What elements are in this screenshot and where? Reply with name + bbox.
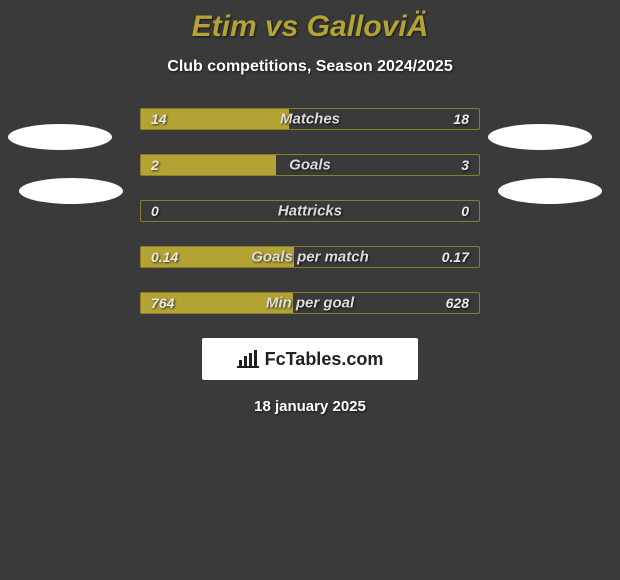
stat-value-left: 0: [151, 203, 159, 219]
placeholder-ellipse: [8, 124, 112, 150]
stat-row: Goals 2 3: [140, 154, 480, 176]
stat-label: Hattricks: [278, 203, 342, 220]
header: Etim vs GalloviÄ Club competitions, Seas…: [0, 0, 620, 76]
stat-value-left: 764: [151, 295, 174, 311]
stat-label: Goals: [289, 157, 331, 174]
bar-chart-icon: [237, 350, 259, 368]
stat-label: Min per goal: [266, 295, 354, 312]
stat-value-right: 3: [461, 157, 469, 173]
stat-row: Matches 14 18: [140, 108, 480, 130]
stat-row: Hattricks 0 0: [140, 200, 480, 222]
stat-value-left: 0.14: [151, 249, 178, 265]
stat-value-left: 14: [151, 111, 167, 127]
stat-value-right: 0.17: [442, 249, 469, 265]
stat-bar-left: [141, 155, 276, 175]
brand-text: FcTables.com: [265, 349, 384, 370]
placeholder-ellipse: [488, 124, 592, 150]
page-subtitle: Club competitions, Season 2024/2025: [0, 58, 620, 76]
stat-label: Matches: [280, 111, 340, 128]
brand-label: FcTables.com: [237, 349, 384, 370]
footer-date: 18 january 2025: [0, 398, 620, 415]
stat-row: Min per goal 764 628: [140, 292, 480, 314]
stat-value-right: 628: [446, 295, 469, 311]
stat-value-left: 2: [151, 157, 159, 173]
stat-row: Goals per match 0.14 0.17: [140, 246, 480, 268]
placeholder-ellipse: [498, 178, 602, 204]
stat-label: Goals per match: [251, 249, 369, 266]
brand-box: FcTables.com: [202, 338, 418, 380]
page-title: Etim vs GalloviÄ: [0, 10, 620, 44]
placeholder-ellipse: [19, 178, 123, 204]
stat-value-right: 0: [461, 203, 469, 219]
stat-value-right: 18: [453, 111, 469, 127]
